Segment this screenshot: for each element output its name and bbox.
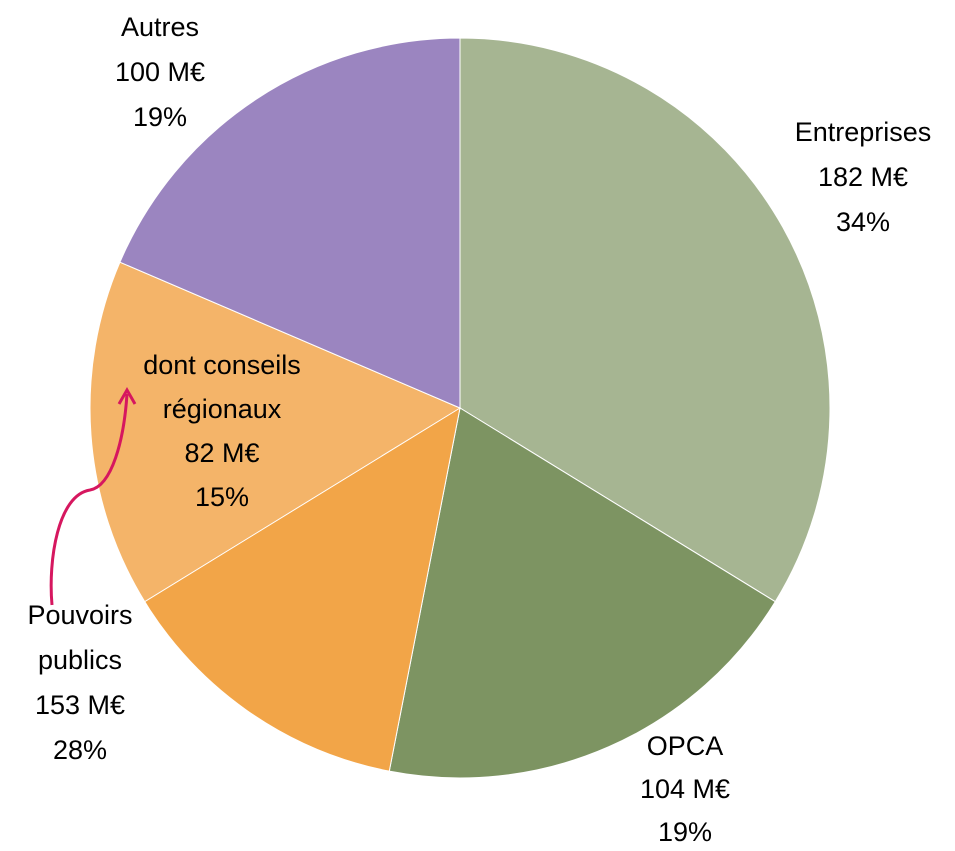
slice-label: Autres 100 M€ 19%	[60, 5, 260, 140]
slice-label: dont conseils régionaux 82 M€ 15%	[112, 343, 332, 519]
value-label: 153 M€	[34, 690, 126, 720]
percent-label: 15%	[194, 482, 250, 512]
slice-label: Pouvoirs publics 153 M€ 28%	[5, 593, 155, 773]
value-label: 104 M€	[639, 774, 731, 804]
slice-label: Entreprises 182 M€ 34%	[763, 110, 955, 245]
percent-label: 34%	[835, 207, 891, 237]
pie-slice	[388, 407, 776, 779]
category-label: Autres	[120, 12, 200, 42]
pie-slice	[119, 37, 461, 409]
value-label: 100 M€	[114, 57, 206, 87]
category-label: dont conseils régionaux	[143, 350, 301, 424]
percent-label: 19%	[657, 817, 713, 847]
value-label: 182 M€	[817, 162, 909, 192]
percent-label: 19%	[132, 102, 188, 132]
pie-sub-slice	[89, 261, 462, 603]
percent-label: 28%	[52, 735, 108, 765]
arrow-head	[117, 386, 137, 405]
category-label: Pouvoirs publics	[27, 600, 133, 675]
category-label: Entreprises	[794, 117, 932, 147]
pie-slice	[459, 37, 831, 603]
arrow	[49, 393, 129, 606]
slice-label: OPCA 104 M€ 19%	[585, 725, 785, 851]
value-label: 82 M€	[184, 438, 260, 468]
category-label: OPCA	[646, 731, 724, 761]
